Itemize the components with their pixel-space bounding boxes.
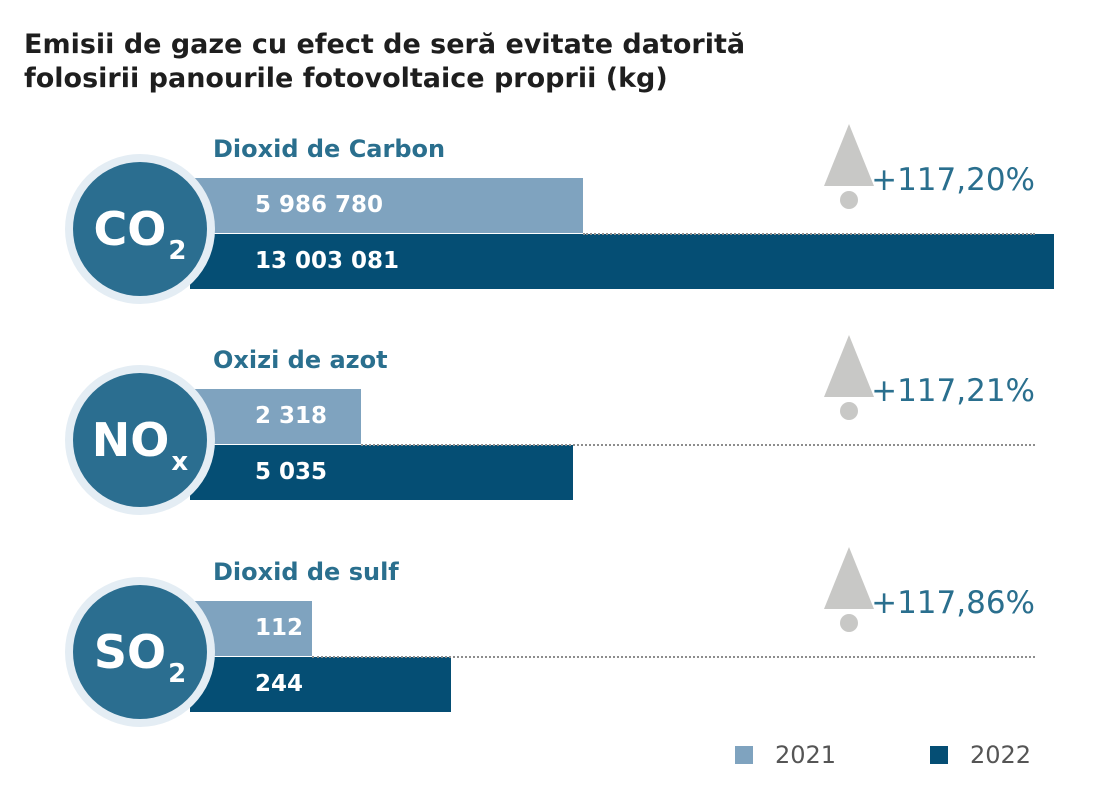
bar-2022	[190, 445, 573, 500]
legend-label-2022: 2022	[970, 741, 1032, 769]
bar-value-label-2021: 5 986 780	[255, 192, 384, 218]
formula-main: CO	[93, 202, 167, 256]
bar-2022	[190, 657, 451, 712]
arrow-dot	[840, 191, 858, 209]
formula-subscript: x	[171, 447, 189, 477]
bar-value-label-2021: 112	[255, 615, 304, 641]
formula-badge: NOx	[65, 365, 215, 515]
up-arrow-icon	[824, 124, 874, 209]
up-arrow-icon	[824, 335, 874, 420]
chart-title: Emisii de gaze cu efect de seră evitate …	[24, 28, 745, 96]
dotted-separator	[361, 444, 1035, 446]
formula-text: CO2	[94, 206, 187, 264]
percent-change: +117,21%	[871, 373, 1035, 409]
formula-circle: SO2	[73, 585, 207, 719]
arrow-dot	[840, 614, 858, 632]
group-label: Dioxid de sulf	[213, 558, 399, 586]
bar-2021	[190, 389, 361, 444]
formula-main: NO	[91, 413, 170, 467]
bar-2022	[190, 234, 1054, 289]
arrow-head	[824, 335, 874, 397]
formula-circle: CO2	[73, 162, 207, 296]
legend-swatch-2022	[930, 746, 948, 764]
formula-text: NOx	[92, 417, 188, 475]
formula-badge: SO2	[65, 577, 215, 727]
bar-value-label-2022: 13 003 081	[255, 248, 400, 274]
formula-text: SO2	[94, 629, 186, 687]
chart-group: Dioxid de sulf 112 244 SO2 +117,86%	[0, 547, 1110, 757]
up-arrow-icon	[824, 547, 874, 632]
percent-change: +117,20%	[871, 162, 1035, 198]
chart-legend: 2021 2022	[0, 738, 1110, 772]
formula-badge: CO2	[65, 154, 215, 304]
bar-2021	[190, 178, 583, 233]
bar-value-label-2021: 2 318	[255, 403, 328, 429]
bar-value-label-2022: 5 035	[255, 459, 328, 485]
formula-circle: NOx	[73, 373, 207, 507]
chart-group: Dioxid de Carbon 5 986 780 13 003 081 CO2 +1…	[0, 124, 1110, 334]
percent-change: +117,86%	[871, 585, 1035, 621]
chart-title-line-1: Emisii de gaze cu efect de seră evitate …	[24, 29, 746, 60]
formula-subscript: 2	[168, 659, 187, 689]
dotted-separator	[583, 233, 1035, 235]
dotted-separator	[312, 656, 1035, 658]
legend-label-2021: 2021	[775, 741, 837, 769]
chart-group: Oxizi de azot 2 318 5 035 NOx +117,21%	[0, 335, 1110, 545]
bar-value-label-2022: 244	[255, 671, 304, 697]
chart-title-line-2: folosirii panourile fotovoltaice proprii…	[24, 63, 668, 94]
group-label: Oxizi de azot	[213, 346, 388, 374]
formula-subscript: 2	[168, 236, 187, 266]
arrow-dot	[840, 402, 858, 420]
arrow-head	[824, 124, 874, 186]
group-label: Dioxid de Carbon	[213, 135, 446, 163]
formula-main: SO	[93, 625, 167, 679]
legend-swatch-2021	[735, 746, 753, 764]
arrow-head	[824, 547, 874, 609]
